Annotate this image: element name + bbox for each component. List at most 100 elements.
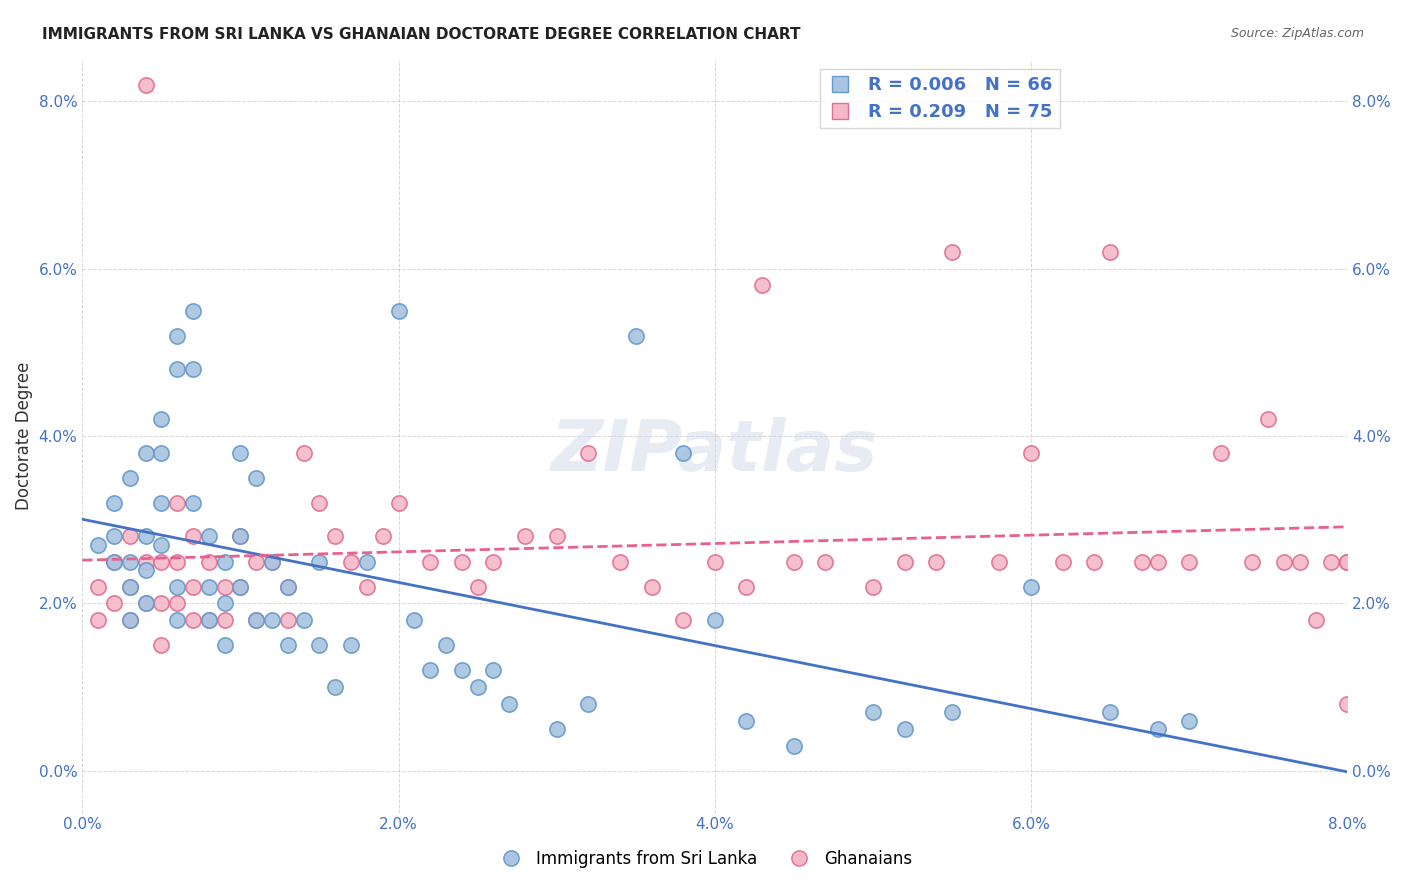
Point bbox=[1257, 412, 1279, 426]
Point bbox=[323, 680, 346, 694]
Point bbox=[1336, 555, 1358, 569]
Point bbox=[751, 278, 773, 293]
Text: IMMIGRANTS FROM SRI LANKA VS GHANAIAN DOCTORATE DEGREE CORRELATION CHART: IMMIGRANTS FROM SRI LANKA VS GHANAIAN DO… bbox=[42, 27, 800, 42]
Point bbox=[783, 739, 806, 753]
Point bbox=[150, 412, 173, 426]
Point bbox=[387, 496, 409, 510]
Point bbox=[703, 613, 725, 627]
Point bbox=[118, 580, 141, 594]
Point bbox=[118, 613, 141, 627]
Point bbox=[1178, 714, 1201, 728]
Point bbox=[150, 555, 173, 569]
Point bbox=[181, 529, 204, 543]
Point bbox=[103, 555, 125, 569]
Point bbox=[1305, 613, 1327, 627]
Point bbox=[356, 555, 378, 569]
Point bbox=[308, 638, 330, 652]
Point bbox=[103, 496, 125, 510]
Y-axis label: Doctorate Degree: Doctorate Degree bbox=[15, 362, 32, 510]
Point bbox=[1130, 555, 1153, 569]
Point bbox=[118, 471, 141, 485]
Point bbox=[181, 580, 204, 594]
Point bbox=[340, 638, 363, 652]
Point bbox=[260, 555, 283, 569]
Point bbox=[118, 555, 141, 569]
Point bbox=[197, 613, 219, 627]
Point bbox=[245, 555, 267, 569]
Point bbox=[1288, 555, 1310, 569]
Point bbox=[576, 446, 599, 460]
Point bbox=[1099, 705, 1122, 719]
Point bbox=[387, 303, 409, 318]
Point bbox=[703, 555, 725, 569]
Point bbox=[1083, 555, 1105, 569]
Point bbox=[197, 613, 219, 627]
Text: Source: ZipAtlas.com: Source: ZipAtlas.com bbox=[1230, 27, 1364, 40]
Point bbox=[166, 362, 188, 376]
Point bbox=[245, 613, 267, 627]
Point bbox=[356, 580, 378, 594]
Point bbox=[166, 328, 188, 343]
Point bbox=[925, 555, 948, 569]
Point bbox=[941, 705, 963, 719]
Point bbox=[277, 613, 299, 627]
Point bbox=[150, 596, 173, 610]
Point bbox=[245, 613, 267, 627]
Point bbox=[893, 722, 915, 736]
Point bbox=[1209, 446, 1232, 460]
Point bbox=[735, 580, 758, 594]
Point bbox=[1336, 555, 1358, 569]
Point bbox=[135, 555, 157, 569]
Point bbox=[419, 555, 441, 569]
Point bbox=[214, 638, 236, 652]
Point bbox=[135, 78, 157, 92]
Point bbox=[672, 613, 695, 627]
Point bbox=[103, 555, 125, 569]
Point bbox=[135, 596, 157, 610]
Point bbox=[624, 328, 647, 343]
Point bbox=[1019, 580, 1042, 594]
Text: ZIPatlas: ZIPatlas bbox=[551, 417, 879, 485]
Point bbox=[103, 596, 125, 610]
Point bbox=[87, 580, 110, 594]
Point bbox=[450, 555, 472, 569]
Point bbox=[735, 714, 758, 728]
Point bbox=[941, 245, 963, 260]
Point bbox=[181, 613, 204, 627]
Point bbox=[323, 529, 346, 543]
Point bbox=[150, 446, 173, 460]
Point bbox=[103, 529, 125, 543]
Point bbox=[197, 580, 219, 594]
Point bbox=[546, 529, 568, 543]
Point bbox=[498, 697, 520, 711]
Point bbox=[181, 303, 204, 318]
Point bbox=[340, 555, 363, 569]
Point bbox=[1336, 555, 1358, 569]
Point bbox=[214, 555, 236, 569]
Point bbox=[814, 555, 837, 569]
Point bbox=[862, 580, 884, 594]
Point bbox=[672, 446, 695, 460]
Point bbox=[1178, 555, 1201, 569]
Point bbox=[150, 638, 173, 652]
Point bbox=[1019, 446, 1042, 460]
Point bbox=[166, 596, 188, 610]
Point bbox=[450, 663, 472, 677]
Point bbox=[988, 555, 1011, 569]
Point bbox=[181, 362, 204, 376]
Point bbox=[893, 555, 915, 569]
Point bbox=[229, 446, 252, 460]
Point bbox=[513, 529, 536, 543]
Point bbox=[197, 555, 219, 569]
Point bbox=[609, 555, 631, 569]
Point bbox=[308, 555, 330, 569]
Point bbox=[214, 596, 236, 610]
Point bbox=[1052, 555, 1074, 569]
Point bbox=[419, 663, 441, 677]
Point bbox=[214, 613, 236, 627]
Point bbox=[260, 555, 283, 569]
Point bbox=[783, 555, 806, 569]
Point bbox=[404, 613, 426, 627]
Point bbox=[1146, 722, 1168, 736]
Point bbox=[229, 580, 252, 594]
